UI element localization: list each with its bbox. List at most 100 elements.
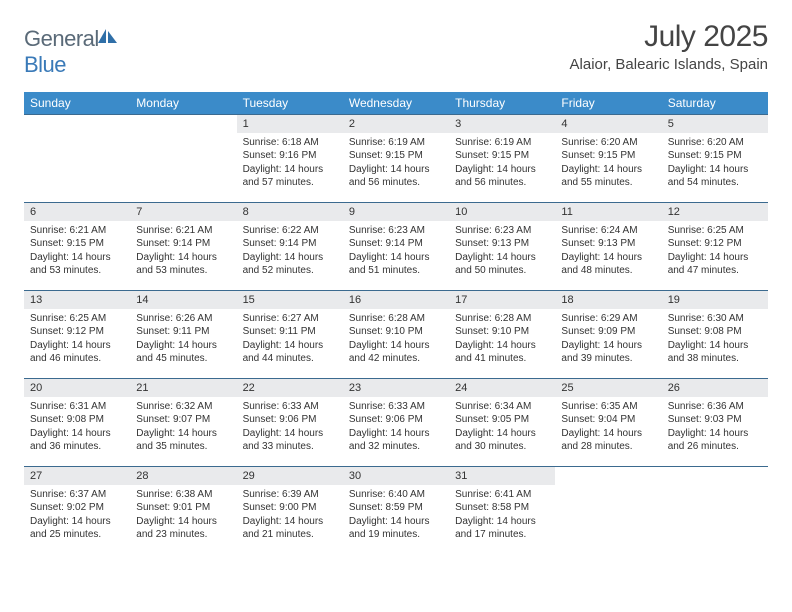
sunset-text: Sunset: 9:01 PM xyxy=(136,501,230,515)
day-body-cell: Sunrise: 6:33 AMSunset: 9:06 PMDaylight:… xyxy=(237,397,343,467)
sunrise-text: Sunrise: 6:21 AM xyxy=(30,224,124,238)
day-number-cell: 24 xyxy=(449,379,555,397)
day-number-cell: 4 xyxy=(555,115,661,133)
day-body-cell: Sunrise: 6:30 AMSunset: 9:08 PMDaylight:… xyxy=(662,309,768,379)
daylight-text: and 38 minutes. xyxy=(668,352,762,366)
sunset-text: Sunset: 8:58 PM xyxy=(455,501,549,515)
day-body-cell: Sunrise: 6:25 AMSunset: 9:12 PMDaylight:… xyxy=(24,309,130,379)
sunset-text: Sunset: 9:05 PM xyxy=(455,413,549,427)
week-daynum-row: 6789101112 xyxy=(24,203,768,221)
daylight-text: and 41 minutes. xyxy=(455,352,549,366)
sunrise-text: Sunrise: 6:39 AM xyxy=(243,488,337,502)
day-number-cell: 1 xyxy=(237,115,343,133)
sunset-text: Sunset: 9:11 PM xyxy=(136,325,230,339)
sunset-text: Sunset: 8:59 PM xyxy=(349,501,443,515)
daylight-text: and 23 minutes. xyxy=(136,528,230,542)
daylight-text: Daylight: 14 hours xyxy=(243,339,337,353)
sunset-text: Sunset: 9:08 PM xyxy=(30,413,124,427)
daylight-text: and 51 minutes. xyxy=(349,264,443,278)
day-body-cell: Sunrise: 6:29 AMSunset: 9:09 PMDaylight:… xyxy=(555,309,661,379)
month-title: July 2025 xyxy=(570,20,768,54)
day-body-cell: Sunrise: 6:24 AMSunset: 9:13 PMDaylight:… xyxy=(555,221,661,291)
day-number-cell: 13 xyxy=(24,291,130,309)
sunset-text: Sunset: 9:06 PM xyxy=(349,413,443,427)
week-daynum-row: 20212223242526 xyxy=(24,379,768,397)
day-number-cell: 2 xyxy=(343,115,449,133)
day-number-cell: 15 xyxy=(237,291,343,309)
daylight-text: Daylight: 14 hours xyxy=(243,427,337,441)
daylight-text: Daylight: 14 hours xyxy=(30,339,124,353)
week-body-row: Sunrise: 6:31 AMSunset: 9:08 PM Daylight:… xyxy=(24,397,768,467)
sunset-text: Sunset: 9:15 PM xyxy=(561,149,655,163)
sunrise-text: Sunrise: 6:28 AM xyxy=(455,312,549,326)
day-number-cell: 26 xyxy=(662,379,768,397)
daylight-text: and 55 minutes. xyxy=(561,176,655,190)
daylight-text: and 56 minutes. xyxy=(349,176,443,190)
daylight-text: and 54 minutes. xyxy=(668,176,762,190)
day-body-cell: Sunrise: 6:21 AMSunset: 9:14 PMDaylight:… xyxy=(130,221,236,291)
day-number-cell: 25 xyxy=(555,379,661,397)
day-body-cell: Sunrise: 6:35 AMSunset: 9:04 PMDaylight:… xyxy=(555,397,661,467)
sunset-text: Sunset: 9:15 PM xyxy=(349,149,443,163)
sunrise-text: Sunrise: 6:31 AM xyxy=(30,400,124,414)
day-body-cell: Sunrise: 6:32 AMSunset: 9:07 PMDaylight:… xyxy=(130,397,236,467)
brand-word1: General xyxy=(24,26,99,51)
sunset-text: Sunset: 9:12 PM xyxy=(30,325,124,339)
sunrise-text: Sunrise: 6:33 AM xyxy=(349,400,443,414)
day-body-cell: Sunrise: 6:19 AMSunset: 9:15 PMDaylight:… xyxy=(343,133,449,203)
day-number-cell: 6 xyxy=(24,203,130,221)
daylight-text: Daylight: 14 hours xyxy=(349,251,443,265)
daylight-text: Daylight: 14 hours xyxy=(349,427,443,441)
day-number-cell: 11 xyxy=(555,203,661,221)
sunrise-text: Sunrise: 6:35 AM xyxy=(561,400,655,414)
day-body-cell: Sunrise: 6:39 AMSunset: 9:00 PMDaylight:… xyxy=(237,485,343,555)
weekday-header: Sunday xyxy=(24,92,130,115)
daylight-text: and 28 minutes. xyxy=(561,440,655,454)
sunset-text: Sunset: 9:15 PM xyxy=(668,149,762,163)
sunrise-text: Sunrise: 6:20 AM xyxy=(561,136,655,150)
daylight-text: Daylight: 14 hours xyxy=(668,251,762,265)
day-body-cell: Sunrise: 6:41 AMSunset: 8:58 PMDaylight:… xyxy=(449,485,555,555)
day-body-cell: Sunrise: 6:28 AMSunset: 9:10 PMDaylight:… xyxy=(449,309,555,379)
daylight-text: and 45 minutes. xyxy=(136,352,230,366)
week-body-row: Sunrise: 6:37 AMSunset: 9:02 PMDaylight:… xyxy=(24,485,768,555)
sunset-text: Sunset: 9:10 PM xyxy=(349,325,443,339)
weekday-header-row: Sunday Monday Tuesday Wednesday Thursday… xyxy=(24,92,768,115)
day-number-cell: 31 xyxy=(449,467,555,485)
daylight-text: Daylight: 14 hours xyxy=(668,339,762,353)
daylight-text: Daylight: 14 hours xyxy=(243,515,337,529)
sunset-text: Sunset: 9:14 PM xyxy=(243,237,337,251)
weekday-header: Saturday xyxy=(662,92,768,115)
sunrise-text: Sunrise: 6:25 AM xyxy=(30,312,124,326)
calendar-body: 12345Sunrise: 6:18 AMSunset: 9:16 PMDayl… xyxy=(24,115,768,555)
day-number-cell xyxy=(662,467,768,485)
day-body-cell: Sunrise: 6:28 AMSunset: 9:10 PMDaylight:… xyxy=(343,309,449,379)
daylight-text: and 57 minutes. xyxy=(243,176,337,190)
sunrise-text: Sunrise: 6:23 AM xyxy=(455,224,549,238)
sunrise-text: Sunrise: 6:36 AM xyxy=(668,400,762,414)
day-number-cell: 29 xyxy=(237,467,343,485)
day-body-cell: Sunrise: 6:22 AMSunset: 9:14 PMDaylight:… xyxy=(237,221,343,291)
sunset-text: Sunset: 9:07 PM xyxy=(136,413,230,427)
day-number-cell: 21 xyxy=(130,379,236,397)
brand-logo: GeneralBlue xyxy=(24,26,119,78)
sunset-text: Sunset: 9:15 PM xyxy=(455,149,549,163)
day-number-cell: 20 xyxy=(24,379,130,397)
sunrise-text: Sunrise: 6:19 AM xyxy=(455,136,549,150)
week-daynum-row: 2728293031 xyxy=(24,467,768,485)
day-body-cell: Sunrise: 6:34 AMSunset: 9:05 PMDaylight:… xyxy=(449,397,555,467)
weekday-header: Thursday xyxy=(449,92,555,115)
day-number-cell: 5 xyxy=(662,115,768,133)
daylight-text: and 50 minutes. xyxy=(455,264,549,278)
daylight-text: and 48 minutes. xyxy=(561,264,655,278)
sunrise-text: Sunrise: 6:29 AM xyxy=(561,312,655,326)
day-number-cell: 14 xyxy=(130,291,236,309)
daylight-text: and 36 minutes. xyxy=(30,440,124,454)
daylight-text: and 44 minutes. xyxy=(243,352,337,366)
daylight-text: and 25 minutes. xyxy=(30,528,124,542)
daylight-text: and 17 minutes. xyxy=(455,528,549,542)
daylight-text: Daylight: 14 hours xyxy=(561,427,655,441)
day-body-cell: Sunrise: 6:38 AMSunset: 9:01 PMDaylight:… xyxy=(130,485,236,555)
day-body-cell xyxy=(130,133,236,203)
day-body-cell: Sunrise: 6:36 AMSunset: 9:03 PMDaylight:… xyxy=(662,397,768,467)
